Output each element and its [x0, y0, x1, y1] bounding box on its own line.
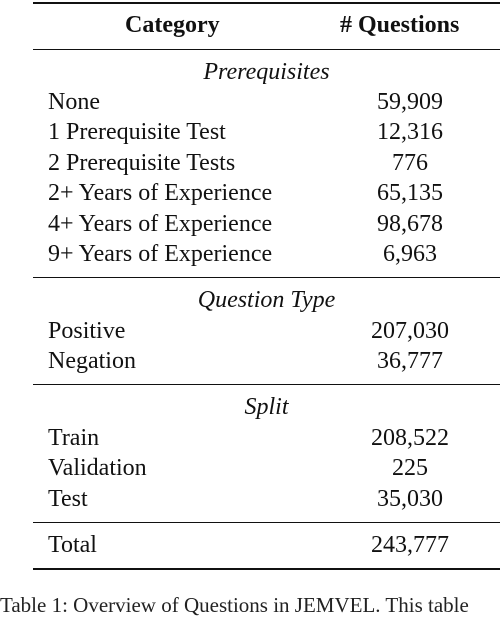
section-title-prerequisites: Prerequisites	[203, 59, 330, 85]
row-count: 207,030	[371, 318, 449, 344]
row-category: Train	[48, 425, 100, 451]
section-rule	[33, 384, 500, 385]
column-header-questions: # Questions	[340, 12, 460, 38]
row-count: 208,522	[371, 425, 449, 451]
row-category: Test	[48, 486, 88, 512]
row-count: 35,030	[377, 486, 443, 512]
row-category: None	[48, 89, 100, 115]
row-count: 98,678	[377, 211, 443, 237]
row-count: 59,909	[377, 89, 443, 115]
row-category: 1 Prerequisite Test	[48, 119, 226, 145]
row-count: 6,963	[383, 241, 437, 267]
header-rule	[33, 49, 500, 50]
section-title-question-type: Question Type	[197, 287, 336, 313]
total-label: Total	[48, 532, 97, 558]
row-category: Validation	[48, 455, 147, 481]
section-title-split: Split	[244, 394, 289, 420]
row-count: 12,316	[377, 119, 443, 145]
table-caption: Table 1: Overview of Questions in JEMVEL…	[0, 593, 469, 617]
row-category: 2+ Years of Experience	[48, 180, 273, 206]
row-category: 9+ Years of Experience	[48, 241, 273, 267]
row-count: 776	[392, 150, 428, 176]
row-category: Negation	[48, 348, 136, 374]
row-count: 36,777	[377, 348, 443, 374]
row-category: Positive	[48, 318, 126, 344]
total-rule	[33, 522, 500, 523]
row-category: 2 Prerequisite Tests	[48, 150, 236, 176]
section-rule	[33, 277, 500, 278]
table-bottom-rule	[33, 568, 500, 570]
total-count: 243,777	[371, 532, 449, 558]
row-category: 4+ Years of Experience	[48, 211, 273, 237]
column-header-category: Category	[125, 12, 220, 38]
row-count: 225	[392, 455, 428, 481]
row-count: 65,135	[377, 180, 443, 206]
table-top-rule	[33, 2, 500, 4]
